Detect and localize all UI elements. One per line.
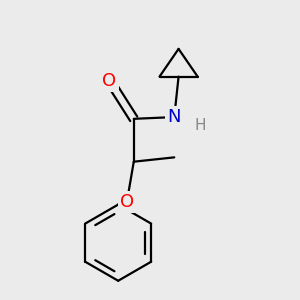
Text: N: N — [167, 108, 181, 126]
Text: H: H — [194, 118, 206, 133]
Text: O: O — [103, 72, 117, 90]
Text: O: O — [120, 193, 134, 211]
